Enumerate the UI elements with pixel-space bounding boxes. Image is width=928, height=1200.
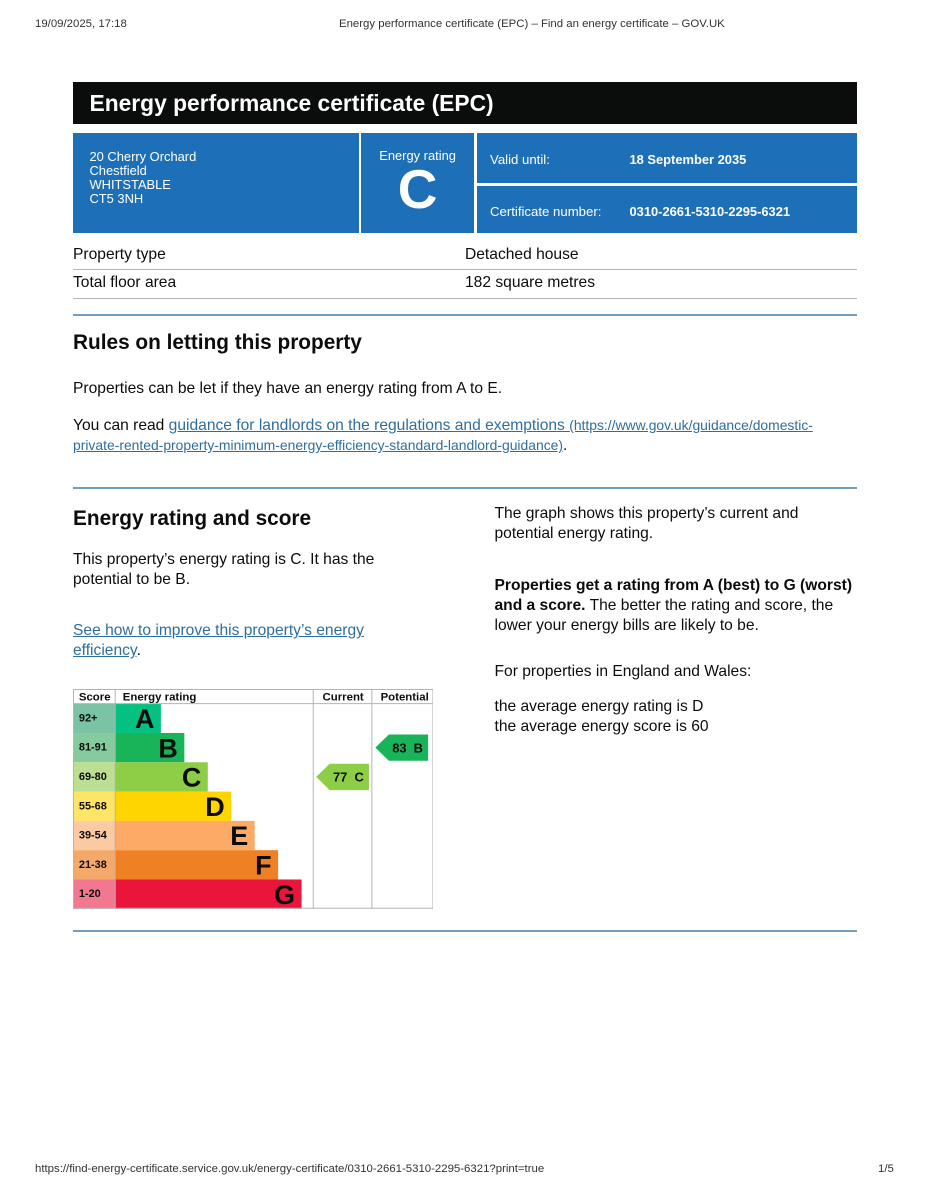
svg-text:92+: 92+ bbox=[79, 712, 98, 724]
svg-text:21-38: 21-38 bbox=[79, 859, 107, 871]
svg-text:Energy rating: Energy rating bbox=[123, 692, 197, 704]
svg-text:Potential: Potential bbox=[381, 692, 429, 704]
svg-text:Current: Current bbox=[323, 692, 364, 704]
svg-text:1-20: 1-20 bbox=[79, 888, 101, 900]
svg-text:77 C: 77 C bbox=[333, 770, 364, 785]
svg-text:F: F bbox=[255, 850, 271, 880]
svg-text:C: C bbox=[182, 763, 201, 793]
svg-text:E: E bbox=[230, 821, 248, 851]
svg-text:D: D bbox=[205, 792, 224, 822]
svg-text:55-68: 55-68 bbox=[79, 800, 107, 812]
svg-text:83 B: 83 B bbox=[392, 740, 423, 755]
svg-text:39-54: 39-54 bbox=[79, 830, 108, 842]
svg-text:A: A bbox=[135, 704, 154, 734]
svg-text:81-91: 81-91 bbox=[79, 742, 107, 754]
svg-text:B: B bbox=[158, 733, 177, 763]
svg-text:69-80: 69-80 bbox=[79, 771, 107, 783]
svg-text:Score: Score bbox=[79, 692, 111, 704]
svg-text:G: G bbox=[274, 880, 295, 909]
